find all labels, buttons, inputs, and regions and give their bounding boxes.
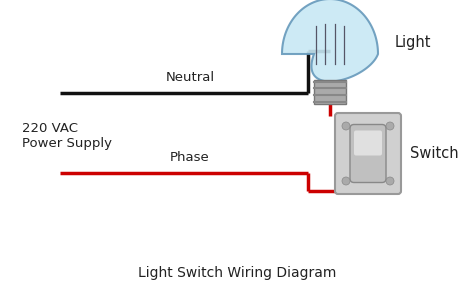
Circle shape — [386, 122, 394, 130]
Polygon shape — [282, 0, 378, 81]
Circle shape — [342, 122, 350, 130]
Text: Neutral: Neutral — [165, 71, 215, 84]
Text: Light Switch Wiring Diagram: Light Switch Wiring Diagram — [138, 266, 336, 280]
Text: Phase: Phase — [170, 151, 210, 164]
Text: Switch: Switch — [410, 146, 459, 162]
Bar — [314, 79, 346, 104]
FancyBboxPatch shape — [354, 130, 382, 155]
Text: Light: Light — [395, 36, 431, 51]
Circle shape — [386, 177, 394, 185]
Text: 220 VAC: 220 VAC — [22, 123, 78, 136]
FancyBboxPatch shape — [350, 125, 386, 182]
FancyBboxPatch shape — [335, 113, 401, 194]
Circle shape — [342, 177, 350, 185]
Text: Power Supply: Power Supply — [22, 136, 112, 150]
